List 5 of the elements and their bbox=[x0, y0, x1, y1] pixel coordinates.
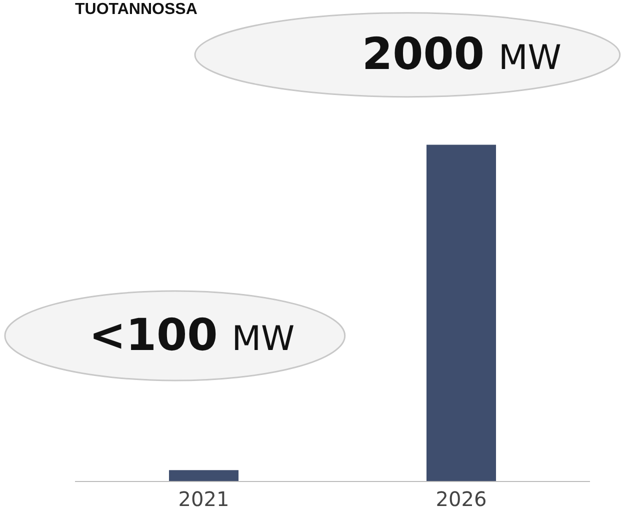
data-label: <100 MW bbox=[89, 310, 295, 361]
x-tick-label: 2021 bbox=[178, 487, 230, 511]
x-tick-label: 2026 bbox=[436, 487, 487, 511]
chart-title: TUOTANNOSSA bbox=[75, 0, 198, 18]
data-label: 2000 MW bbox=[362, 29, 562, 80]
